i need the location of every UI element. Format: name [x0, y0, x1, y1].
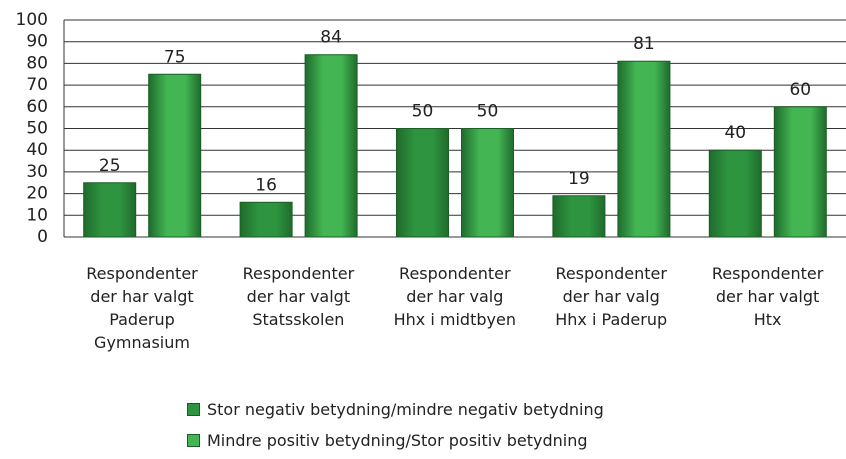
y-tick-label: 0: [37, 227, 48, 247]
y-tick-label: 50: [26, 119, 48, 139]
bar: [773, 106, 827, 238]
y-tick-label: 10: [26, 205, 48, 225]
legend-swatch: [187, 434, 200, 447]
y-tick-label: 60: [26, 97, 48, 117]
bar: [617, 60, 671, 238]
y-tick-label: 90: [26, 32, 48, 52]
bar: [83, 182, 137, 238]
data-label: 60: [789, 80, 811, 100]
data-label: 84: [320, 28, 342, 48]
y-tick-label: 100: [16, 10, 48, 30]
x-tick-label: Respondenter der har valg Hhx i Paderup: [555, 264, 668, 329]
bar: [148, 73, 202, 238]
y-tick-label: 40: [26, 140, 48, 160]
legend-item: Stor negativ betydning/mindre negativ be…: [187, 400, 604, 419]
bar: [304, 54, 358, 238]
y-tick-label: 70: [26, 75, 48, 95]
data-label: 75: [164, 47, 186, 67]
bar: [461, 128, 514, 238]
legend-item: Mindre positiv betydning/Stor positiv be…: [187, 431, 588, 450]
y-tick-label: 80: [26, 53, 48, 73]
y-tick-label: 20: [26, 184, 48, 204]
data-label: 81: [633, 34, 655, 54]
data-label: 40: [724, 123, 746, 143]
data-label: 50: [412, 102, 434, 122]
x-tick-label: Respondenter der har valgt Statsskolen: [242, 264, 355, 329]
y-tick-label: 30: [26, 162, 48, 182]
legend-swatch: [187, 403, 200, 416]
x-tick-label: Respondenter der har valgt Paderup Gymna…: [86, 264, 198, 352]
x-tick-label: Respondenter der har valgt Htx: [711, 264, 824, 329]
legend-label: Mindre positiv betydning/Stor positiv be…: [207, 431, 588, 450]
data-label: 16: [255, 175, 277, 195]
data-label: 25: [99, 156, 121, 176]
bar: [239, 201, 293, 238]
x-tick-label: Respondenter der har valg Hhx i midtbyen: [393, 264, 516, 329]
bar: [552, 195, 606, 238]
legend-label: Stor negativ betydning/mindre negativ be…: [207, 400, 604, 419]
bar: [396, 128, 449, 238]
bar: [708, 149, 762, 238]
data-label: 19: [568, 169, 590, 189]
data-label: 50: [477, 102, 499, 122]
